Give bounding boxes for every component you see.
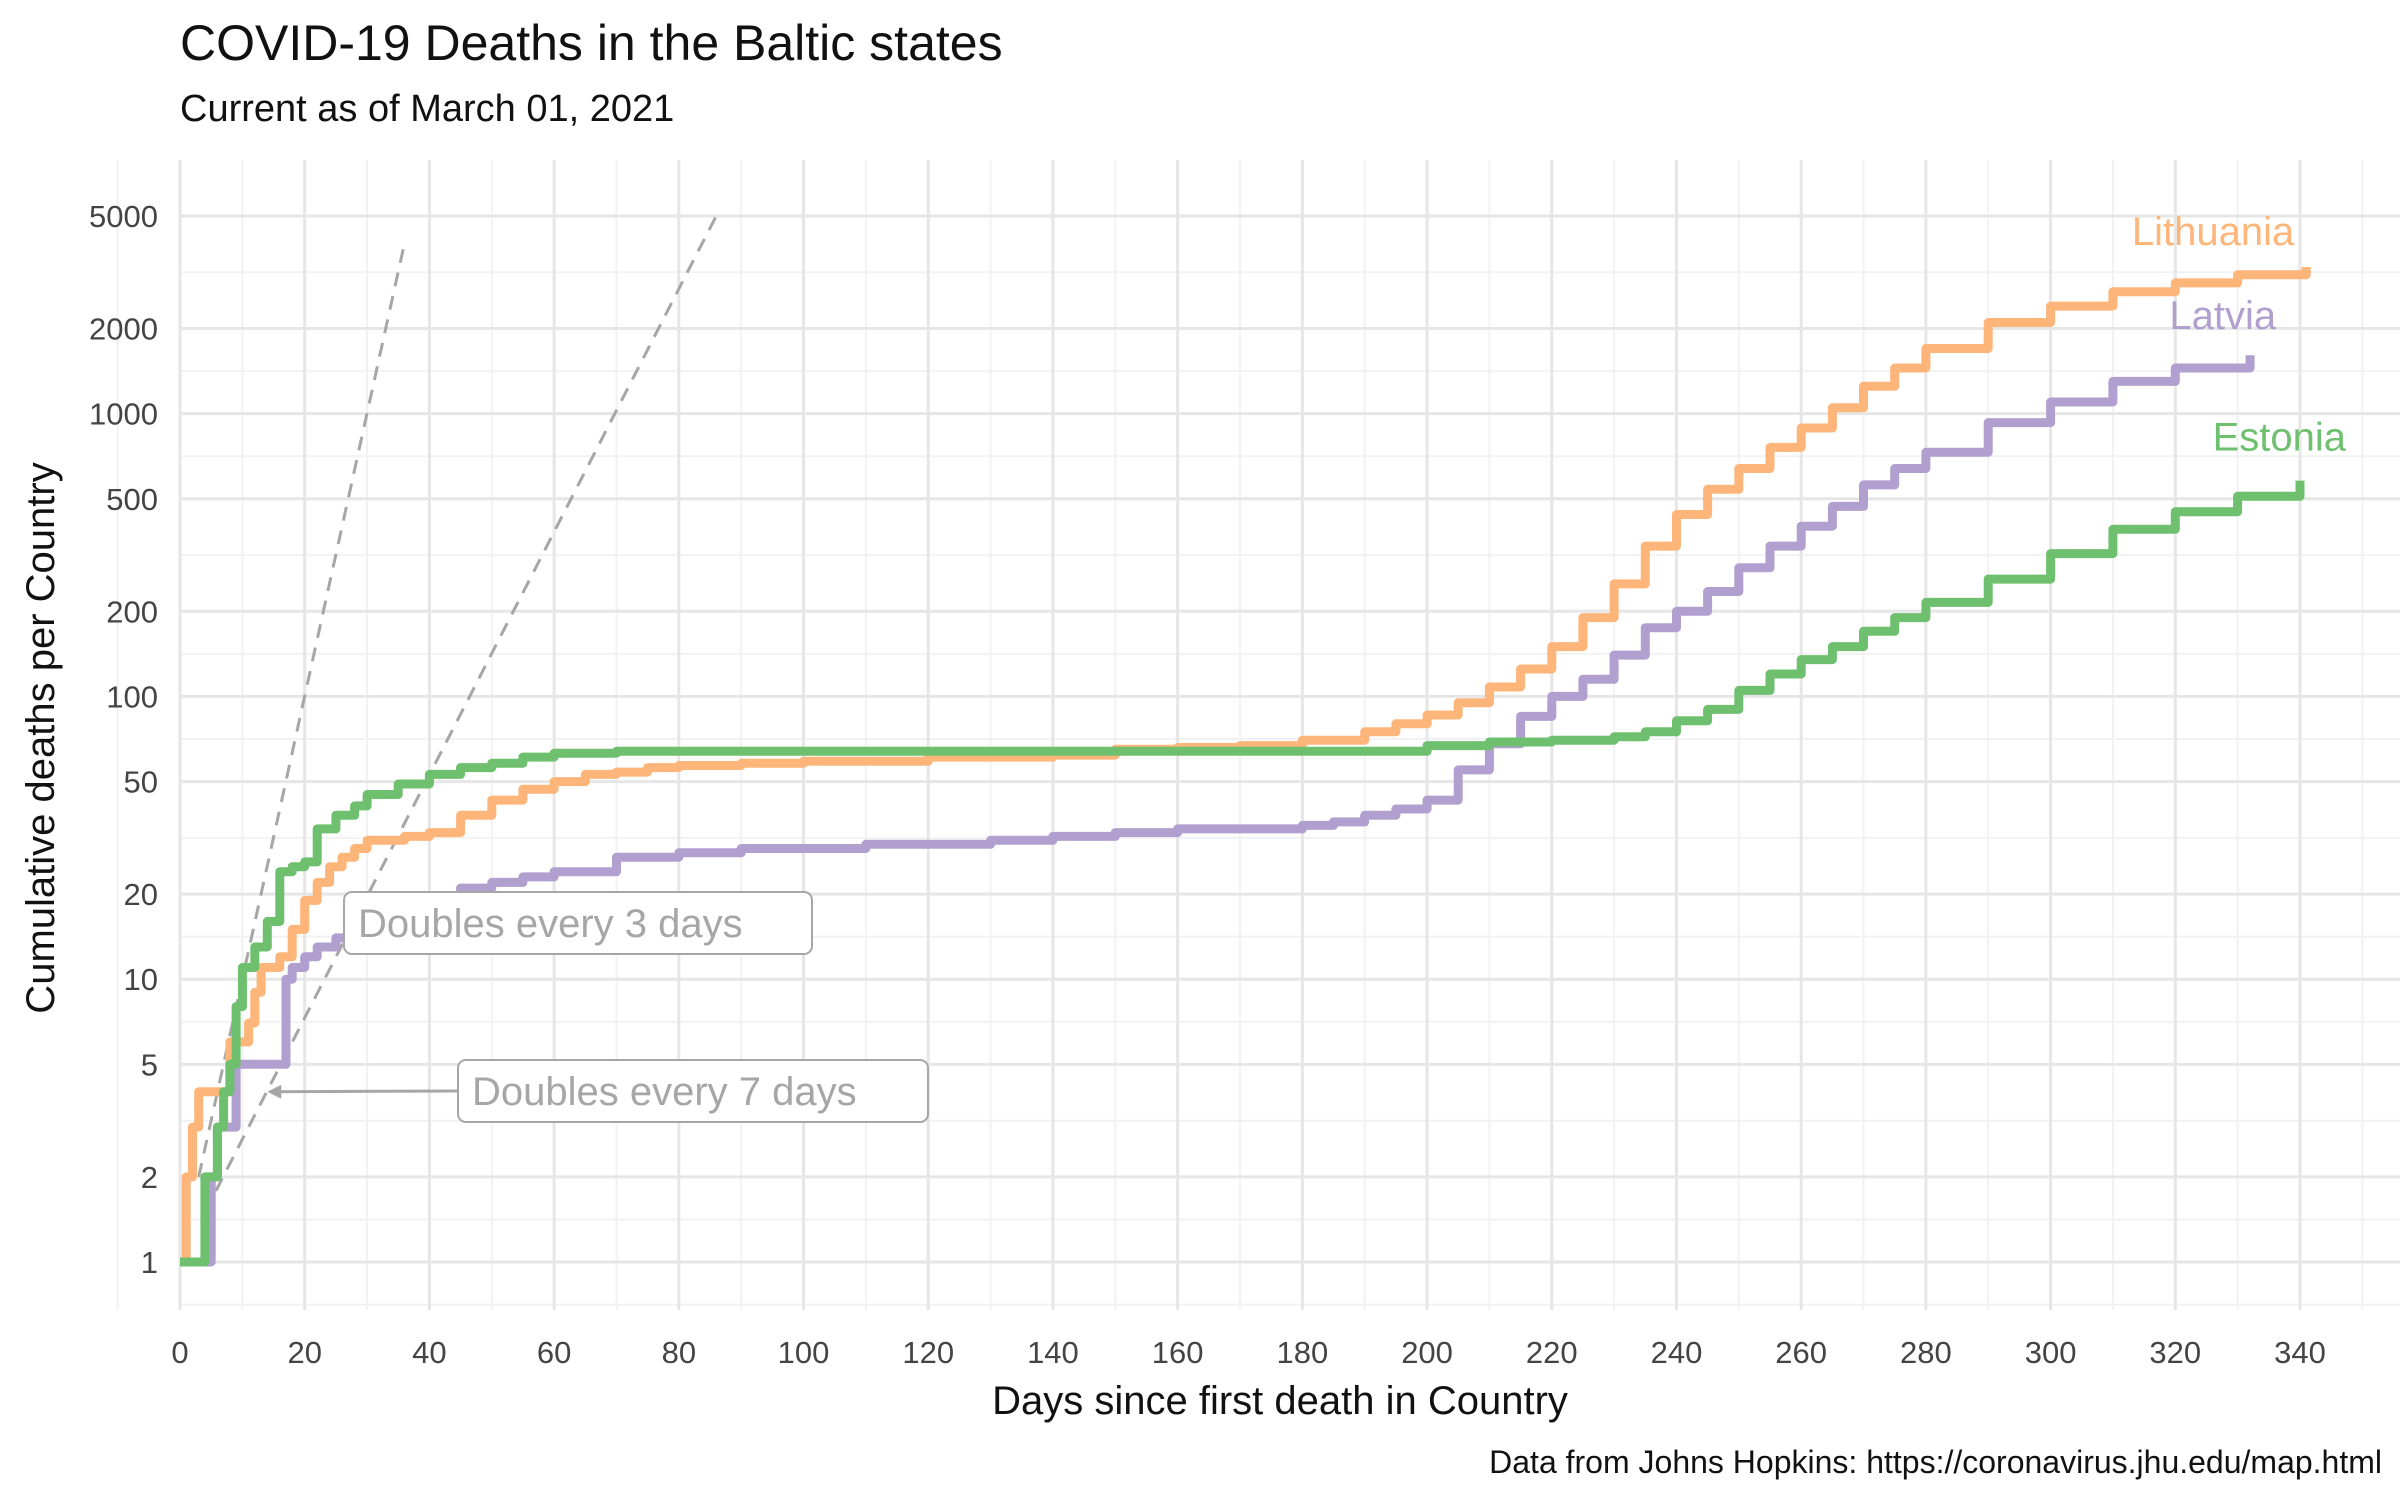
x-tick-label: 120	[902, 1335, 954, 1370]
x-tick-label: 100	[778, 1335, 830, 1370]
x-tick-label: 180	[1276, 1335, 1328, 1370]
x-tick-label: 160	[1152, 1335, 1204, 1370]
callout-arrow	[273, 1089, 459, 1094]
x-tick-label: 320	[2149, 1335, 2201, 1370]
callout-label: Doubles every 3 days	[358, 902, 743, 946]
series-label-latvia: Latvia	[2169, 294, 2276, 338]
y-tick-label: 1	[141, 1245, 158, 1280]
y-tick-label: 5000	[89, 199, 158, 234]
x-tick-label: 140	[1027, 1335, 1079, 1370]
series-line-estonia	[180, 480, 2305, 1267]
y-tick-label: 1000	[89, 397, 158, 432]
x-tick-label: 300	[2025, 1335, 2077, 1370]
chart-caption: Data from Johns Hopkins: https://coronav…	[1489, 1444, 2382, 1480]
series-labels: Lithuania Latvia Estonia	[2132, 210, 2347, 460]
y-tick-label: 200	[106, 594, 158, 629]
x-tick-label: 40	[412, 1335, 446, 1370]
y-axis-ticks: 1 2 5 10 20 50 100 200 500 1000 2000 5000	[89, 199, 158, 1280]
y-tick-label: 10	[124, 962, 158, 997]
x-tick-label: 340	[2274, 1335, 2326, 1370]
y-tick-label: 50	[124, 765, 158, 800]
y-tick-label: 2	[141, 1160, 158, 1195]
x-tick-label: 0	[171, 1335, 188, 1370]
reference-line-callout: Doubles every 3 days	[343, 891, 813, 955]
x-tick-label: 20	[287, 1335, 321, 1370]
reference-line-callout: Doubles every 7 days	[267, 1059, 929, 1123]
x-tick-label: 60	[537, 1335, 571, 1370]
y-axis-title: Cumulative deaths per Country	[19, 462, 63, 1013]
x-tick-label: 240	[1651, 1335, 1703, 1370]
x-axis-ticks: 0 20 40 60 80 100 120 140 160 180 200 220 240 260 280 3…	[171, 1335, 2325, 1370]
reference-lines	[197, 215, 718, 1213]
major-gridlines	[178, 160, 2400, 1310]
y-tick-label: 2000	[89, 312, 158, 347]
callout-arrow-head	[267, 1084, 282, 1099]
callouts: Doubles every 3 days Doubles every 7 days	[267, 891, 929, 1123]
x-tick-label: 80	[662, 1335, 696, 1370]
y-tick-label: 500	[106, 482, 158, 517]
y-tick-label: 100	[106, 679, 158, 714]
series-label-lithuania: Lithuania	[2132, 210, 2295, 254]
chart-subtitle: Current as of March 01, 2021	[180, 88, 675, 130]
x-tick-label: 220	[1526, 1335, 1578, 1370]
y-tick-label: 5	[141, 1047, 158, 1082]
reference-line	[203, 215, 718, 1213]
x-tick-label: 260	[1775, 1335, 1827, 1370]
series-line-latvia	[198, 355, 2255, 1267]
series-label-estonia: Estonia	[2213, 416, 2347, 460]
chart-title: COVID-19 Deaths in the Baltic states	[180, 15, 1003, 71]
callout-box	[343, 891, 813, 955]
callout-box	[457, 1059, 929, 1123]
x-tick-label: 280	[1900, 1335, 1952, 1370]
x-tick-label: 200	[1401, 1335, 1453, 1370]
y-tick-label: 20	[124, 877, 158, 912]
minor-gridlines	[116, 160, 2400, 1310]
x-axis-title: Days since first death in Country	[992, 1379, 1568, 1423]
callout-label: Doubles every 7 days	[472, 1070, 857, 1114]
reference-line	[197, 243, 406, 1178]
series-line-lithuania	[180, 267, 2311, 1267]
series-lines	[180, 267, 2311, 1267]
